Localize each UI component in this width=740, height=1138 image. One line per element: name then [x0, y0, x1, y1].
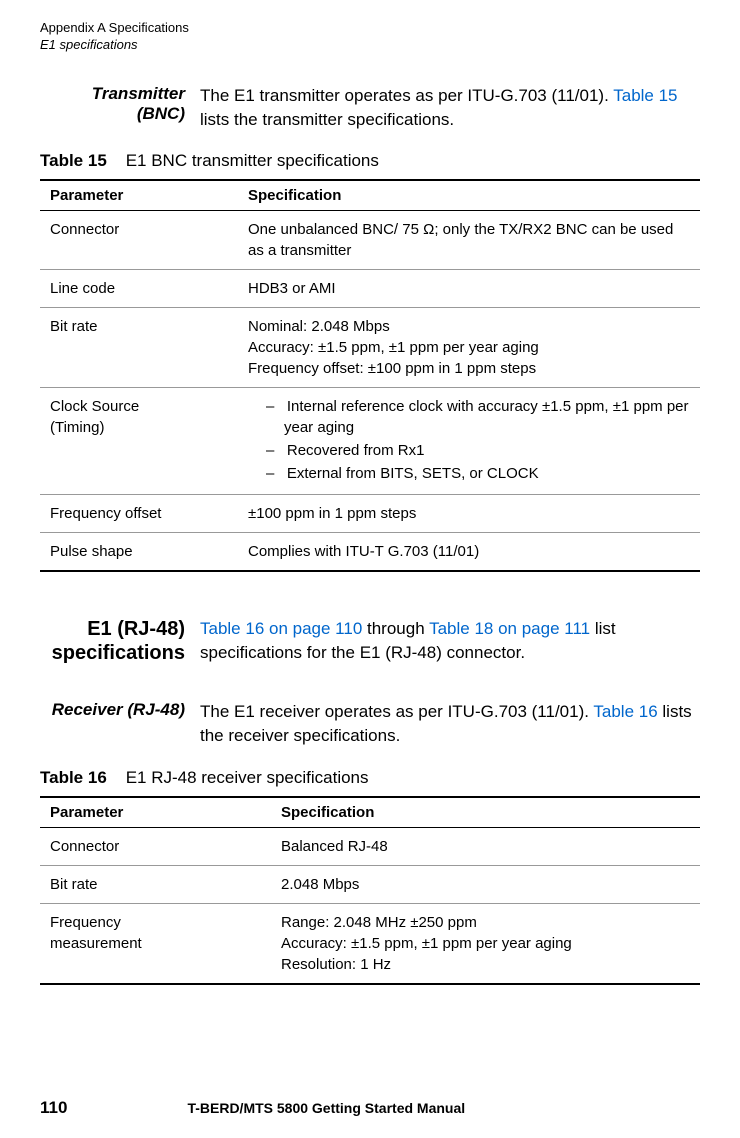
table15-link[interactable]: Table 15: [613, 86, 677, 105]
receiver-content: The E1 receiver operates as per ITU-G.70…: [200, 700, 700, 748]
table15-header-param: Parameter: [40, 180, 238, 211]
table-row: Line code HDB3 or AMI: [40, 270, 700, 308]
spec-line: Frequency offset: ±100 ppm in 1 ppm step…: [248, 358, 690, 379]
transmitter-text1: The E1 transmitter operates as per ITU-G…: [200, 86, 613, 105]
table-row: Connector One unbalanced BNC/ 75 Ω; only…: [40, 211, 700, 270]
dash-text: Internal reference clock with accuracy ±…: [284, 398, 689, 436]
spec-line: Resolution: 1 Hz: [281, 954, 690, 975]
page-footer: 110 T-BERD/MTS 5800 Getting Started Manu…: [40, 1098, 700, 1118]
table-cell-spec: HDB3 or AMI: [238, 270, 700, 308]
table16-header-spec: Specification: [271, 797, 700, 828]
table-cell-spec: Complies with ITU-T G.703 (11/01): [238, 533, 700, 572]
e1-rj48-label2: specifications: [40, 641, 185, 665]
table15-title-bold: Table 15: [40, 151, 107, 170]
table-row: Connector Balanced RJ-48: [40, 827, 700, 865]
table-cell-spec: – Internal reference clock with accuracy…: [238, 388, 700, 495]
e1-rj48-label: E1 (RJ-48) specifications: [40, 617, 185, 665]
receiver-label: Receiver (RJ-48): [40, 700, 185, 748]
spec-line: Range: 2.048 MHz ±250 ppm: [281, 912, 690, 933]
table18-link[interactable]: Table 18 on page 111: [429, 619, 590, 638]
table16-title: Table 16 E1 RJ-48 receiver specification…: [40, 768, 700, 788]
page-number: 110: [40, 1098, 67, 1118]
manual-title: T-BERD/MTS 5800 Getting Started Manual: [187, 1100, 465, 1116]
dash-text: Recovered from Rx1: [287, 442, 425, 459]
transmitter-label: Transmitter (BNC): [40, 84, 185, 132]
table15-title-text: E1 BNC transmitter specifications: [126, 151, 379, 170]
table15-header-row: Parameter Specification: [40, 180, 700, 211]
table15-title: Table 15 E1 BNC transmitter specificatio…: [40, 151, 700, 171]
table-row: Pulse shape Complies with ITU-T G.703 (1…: [40, 533, 700, 572]
table-cell-spec: Balanced RJ-48: [271, 827, 700, 865]
table16-title-rest: [112, 768, 126, 787]
param-line: measurement: [50, 933, 261, 954]
table-row: Clock Source (Timing) – Internal referen…: [40, 388, 700, 495]
table15: Parameter Specification Connector One un…: [40, 179, 700, 572]
table-cell-spec: Range: 2.048 MHz ±250 ppm Accuracy: ±1.5…: [271, 903, 700, 984]
table-row: Frequency measurement Range: 2.048 MHz ±…: [40, 903, 700, 984]
spec-line: Accuracy: ±1.5 ppm, ±1 ppm per year agin…: [248, 337, 690, 358]
table-cell-param: Frequency measurement: [40, 903, 271, 984]
table-cell-param: Bit rate: [40, 865, 271, 903]
table16-title-bold: Table 16: [40, 768, 107, 787]
table-row: Bit rate Nominal: 2.048 Mbps Accuracy: ±…: [40, 308, 700, 388]
table16-link2[interactable]: Table 16: [593, 702, 657, 721]
e1-rj48-label1: E1 (RJ-48): [40, 617, 185, 641]
receiver-section: Receiver (RJ-48) The E1 receiver operate…: [40, 700, 700, 748]
table-cell-param: Connector: [40, 211, 238, 270]
table-cell-spec: 2.048 Mbps: [271, 865, 700, 903]
table16-header-row: Parameter Specification: [40, 797, 700, 828]
table-cell-param: Bit rate: [40, 308, 238, 388]
table-row: Bit rate 2.048 Mbps: [40, 865, 700, 903]
table16-link[interactable]: Table 16 on page 110: [200, 619, 362, 638]
table16: Parameter Specification Connector Balanc…: [40, 796, 700, 985]
dash-list: – Internal reference clock with accuracy…: [248, 396, 690, 484]
param-line: (Timing): [50, 417, 228, 438]
table16-title-text: E1 RJ-48 receiver specifications: [126, 768, 369, 787]
table16-header-param: Parameter: [40, 797, 271, 828]
table-cell-param: Clock Source (Timing): [40, 388, 238, 495]
table-cell-param: Connector: [40, 827, 271, 865]
transmitter-text2: lists the transmitter specifications.: [200, 110, 454, 129]
table15-header-spec: Specification: [238, 180, 700, 211]
dash-text: External from BITS, SETS, or CLOCK: [287, 465, 539, 482]
table-cell-param: Line code: [40, 270, 238, 308]
header-line2: E1 specifications: [40, 37, 700, 54]
spec-line: Nominal: 2.048 Mbps: [248, 316, 690, 337]
table-cell-param: Frequency offset: [40, 495, 238, 533]
dash-item: – Internal reference clock with accuracy…: [266, 396, 690, 438]
e1-rj48-content: Table 16 on page 110 through Table 18 on…: [200, 617, 700, 665]
table-row: Frequency offset ±100 ppm in 1 ppm steps: [40, 495, 700, 533]
dash-item: – Recovered from Rx1: [266, 440, 690, 461]
e1-rj48-section: E1 (RJ-48) specifications Table 16 on pa…: [40, 617, 700, 665]
table-cell-spec: Nominal: 2.048 Mbps Accuracy: ±1.5 ppm, …: [238, 308, 700, 388]
header-line1: Appendix A Specifications: [40, 20, 700, 37]
param-line: Clock Source: [50, 396, 228, 417]
table-cell-param: Pulse shape: [40, 533, 238, 572]
e1-rj48-text1: through: [362, 619, 429, 638]
table-cell-spec: ±100 ppm in 1 ppm steps: [238, 495, 700, 533]
dash-item: – External from BITS, SETS, or CLOCK: [266, 463, 690, 484]
param-line: Frequency: [50, 912, 261, 933]
transmitter-content: The E1 transmitter operates as per ITU-G…: [200, 84, 700, 132]
page-header: Appendix A Specifications E1 specificati…: [40, 20, 700, 54]
table-cell-spec: One unbalanced BNC/ 75 Ω; only the TX/RX…: [238, 211, 700, 270]
spec-line: Accuracy: ±1.5 ppm, ±1 ppm per year agin…: [281, 933, 690, 954]
receiver-text1: The E1 receiver operates as per ITU-G.70…: [200, 702, 593, 721]
table15-title-rest: [112, 151, 126, 170]
transmitter-section: Transmitter (BNC) The E1 transmitter ope…: [40, 84, 700, 132]
